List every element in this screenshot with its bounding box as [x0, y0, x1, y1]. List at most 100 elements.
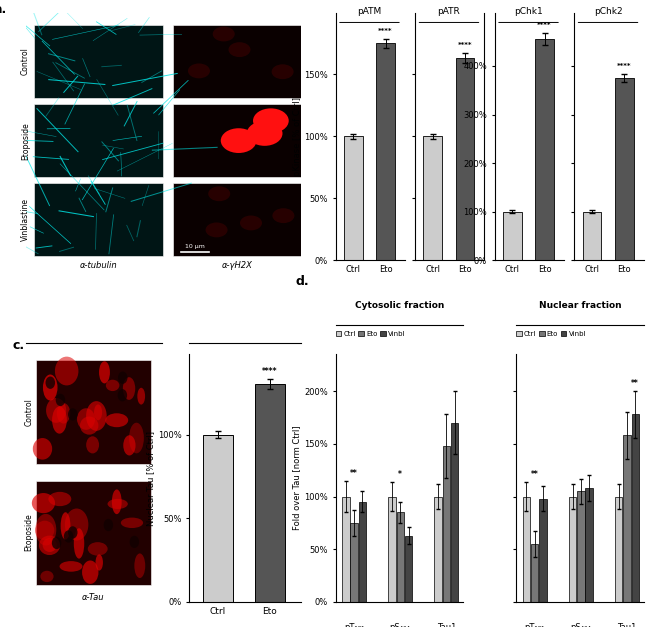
Text: pT₁₈₁: pT₁₈₁ [344, 623, 365, 627]
Text: ****: **** [617, 63, 631, 69]
Text: pS₄₀₄: pS₄₀₄ [390, 623, 411, 627]
Ellipse shape [43, 374, 57, 401]
Ellipse shape [94, 404, 102, 420]
Bar [540, 498, 547, 602]
Ellipse shape [64, 530, 73, 542]
Ellipse shape [123, 377, 135, 400]
Text: α-γH2X: α-γH2X [222, 261, 253, 270]
Ellipse shape [135, 554, 145, 578]
Ellipse shape [105, 413, 128, 427]
Text: α-tubulin: α-tubulin [80, 261, 118, 270]
Bar [523, 497, 530, 602]
Text: 10 μm: 10 μm [185, 244, 205, 249]
Ellipse shape [118, 371, 127, 384]
Ellipse shape [60, 561, 83, 572]
Text: Etoposide: Etoposide [21, 122, 30, 159]
Text: *: * [398, 470, 402, 478]
Bar [615, 497, 622, 602]
Legend: Ctrl, Eto, Vinbl: Ctrl, Eto, Vinbl [333, 328, 408, 340]
Ellipse shape [221, 129, 257, 153]
Y-axis label: pKinase [% of Ctrl]: pKinase [% of Ctrl] [292, 97, 302, 176]
Ellipse shape [247, 121, 283, 146]
Ellipse shape [77, 408, 95, 430]
Ellipse shape [205, 223, 228, 238]
Bar [34, 25, 163, 98]
Ellipse shape [137, 387, 145, 404]
Ellipse shape [74, 528, 85, 559]
Text: pChk1: pChk1 [514, 8, 543, 16]
Bar [451, 423, 458, 602]
Ellipse shape [43, 538, 57, 552]
Text: pS₄₀₄: pS₄₀₄ [570, 623, 592, 627]
Ellipse shape [103, 519, 113, 531]
Text: a.: a. [0, 3, 6, 16]
Ellipse shape [124, 435, 136, 455]
Text: d.: d. [295, 275, 309, 288]
Bar [531, 544, 538, 602]
Ellipse shape [52, 537, 61, 549]
Text: pT₁₈₁: pT₁₈₁ [525, 623, 545, 627]
Bar [535, 40, 554, 260]
Text: pChk2: pChk2 [593, 8, 622, 16]
Text: Nuclear fraction: Nuclear fraction [539, 301, 621, 310]
Bar [173, 184, 302, 256]
Text: Vinblastine: Vinblastine [21, 198, 30, 241]
Text: Etoposide: Etoposide [25, 514, 34, 552]
Ellipse shape [253, 108, 289, 133]
Text: Tau1: Tau1 [618, 623, 636, 627]
Text: ****: **** [538, 23, 552, 28]
Bar [577, 492, 584, 602]
Ellipse shape [32, 493, 55, 513]
Ellipse shape [107, 499, 128, 509]
Ellipse shape [272, 65, 294, 79]
Text: pATM: pATM [358, 8, 382, 16]
Bar [34, 104, 163, 177]
Bar [36, 480, 151, 584]
Bar [344, 136, 363, 260]
Ellipse shape [96, 554, 103, 571]
Ellipse shape [68, 526, 77, 539]
Ellipse shape [129, 535, 139, 548]
Bar [36, 361, 151, 465]
Text: ****: **** [458, 43, 473, 48]
Text: c.: c. [12, 339, 25, 352]
Text: Control: Control [25, 399, 34, 426]
Text: α-Tau: α-Tau [82, 593, 105, 603]
Bar [582, 212, 601, 260]
Text: ****: **** [378, 28, 393, 34]
Ellipse shape [106, 380, 120, 391]
Text: Cytosolic fraction: Cytosolic fraction [355, 301, 444, 310]
Bar [359, 502, 366, 602]
Ellipse shape [35, 514, 57, 545]
Ellipse shape [208, 186, 230, 201]
Ellipse shape [68, 408, 77, 421]
Bar [503, 212, 522, 260]
Legend: Ctrl, Eto, Vinbl: Ctrl, Eto, Vinbl [514, 328, 589, 340]
Bar [350, 523, 358, 602]
Text: **: ** [531, 470, 539, 478]
Bar [173, 25, 302, 98]
Ellipse shape [82, 561, 98, 584]
Bar [203, 435, 233, 602]
Bar [586, 488, 593, 602]
Ellipse shape [86, 436, 99, 453]
Ellipse shape [213, 26, 235, 41]
Bar [342, 497, 350, 602]
Ellipse shape [56, 394, 65, 406]
Ellipse shape [65, 508, 88, 540]
Ellipse shape [80, 416, 98, 435]
Bar [255, 384, 285, 602]
Ellipse shape [32, 438, 52, 460]
Ellipse shape [86, 401, 107, 431]
Text: pATR: pATR [437, 8, 460, 16]
Ellipse shape [48, 492, 72, 506]
Ellipse shape [229, 42, 250, 57]
Text: Tau1: Tau1 [437, 623, 456, 627]
Y-axis label: Fold over Tau [norm Ctrl]: Fold over Tau [norm Ctrl] [292, 426, 302, 530]
Ellipse shape [52, 406, 67, 434]
Bar [405, 535, 412, 602]
Ellipse shape [60, 512, 70, 540]
Ellipse shape [240, 216, 262, 230]
Bar [34, 184, 163, 256]
Bar [396, 512, 404, 602]
